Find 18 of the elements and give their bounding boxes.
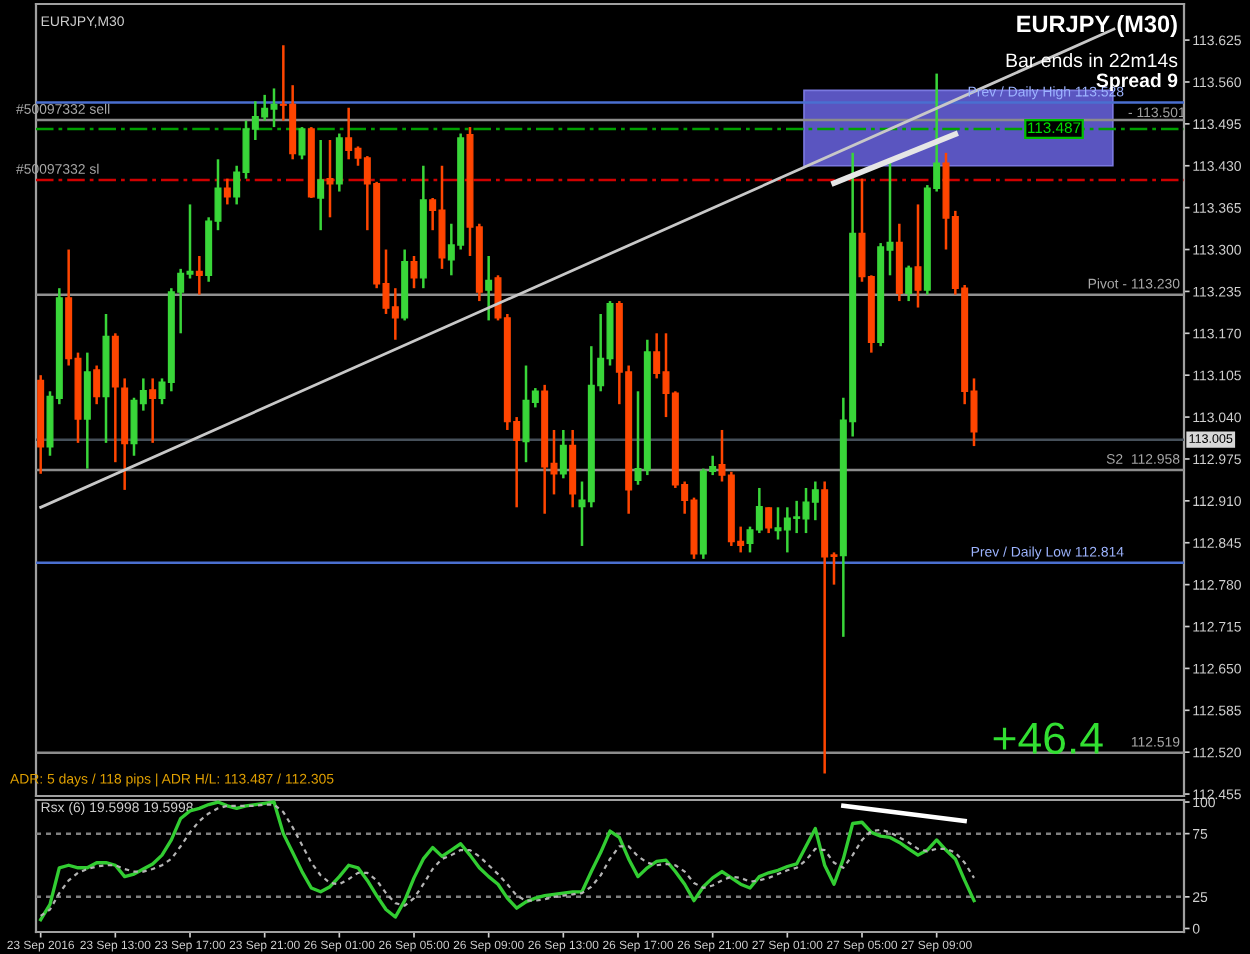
candlestick: [149, 377, 157, 445]
candlestick: [223, 177, 231, 206]
candlestick: [559, 428, 567, 480]
annotation: Bar ends in 22m14s: [1006, 52, 1178, 68]
candlestick: [317, 138, 325, 232]
candlestick: [765, 506, 773, 535]
candlestick: [410, 254, 418, 290]
annotation: EURJPY (M30): [1017, 15, 1177, 37]
annotation: +46.4: [993, 722, 1103, 754]
candlestick: [391, 286, 399, 341]
candlestick: [93, 364, 101, 406]
candlestick: [345, 106, 353, 161]
candlestick: [83, 351, 91, 470]
candlestick: [811, 480, 819, 522]
candlestick: [335, 132, 343, 193]
candlestick: [905, 264, 913, 303]
candlestick: [485, 254, 493, 322]
candlestick: [195, 254, 203, 296]
